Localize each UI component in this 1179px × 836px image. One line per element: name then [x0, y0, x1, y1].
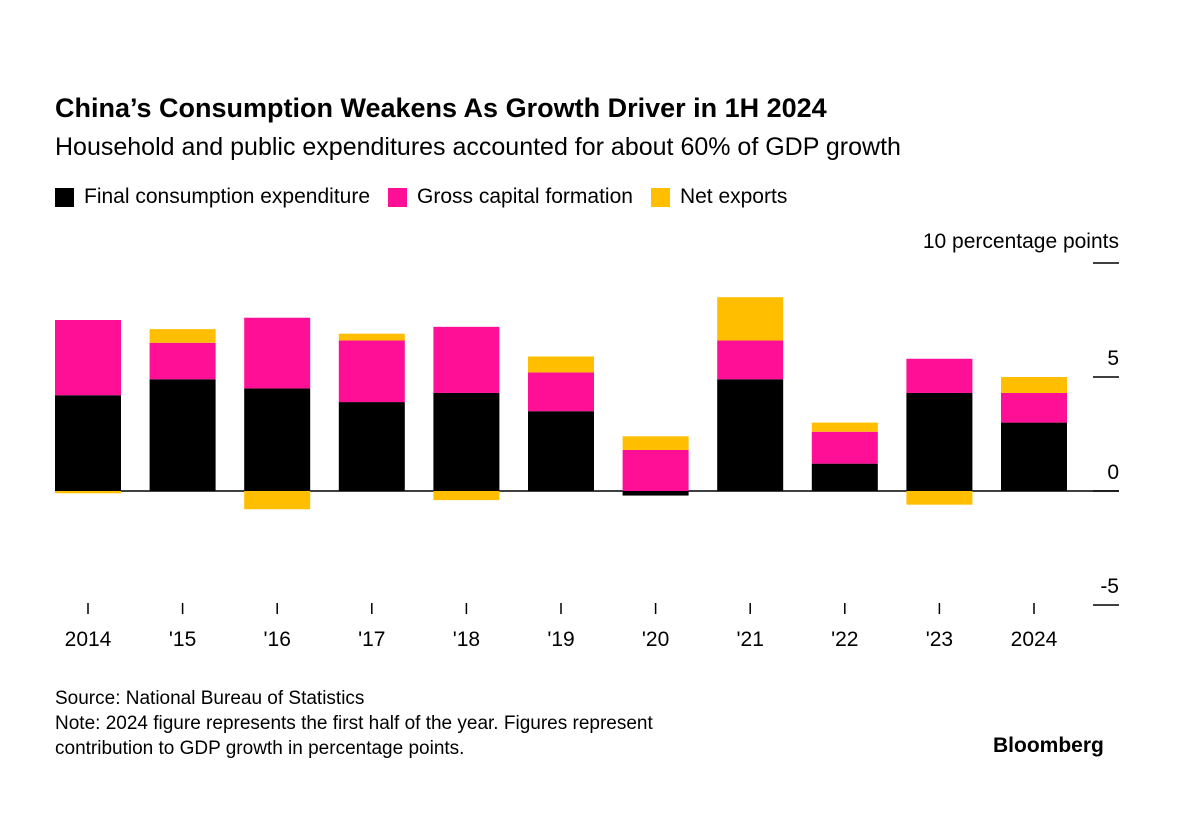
bar-exports	[811, 422, 878, 432]
bar-consumption	[1001, 422, 1067, 491]
bar-consumption	[717, 379, 784, 491]
bar-exports	[622, 436, 689, 450]
bar-exports	[717, 297, 784, 341]
legend-item-capital: Gross capital formation	[388, 185, 633, 209]
x-tick-label: '17	[358, 628, 385, 651]
bar-consumption	[528, 411, 594, 491]
bar-exports	[338, 333, 405, 341]
bar-capital	[149, 342, 216, 380]
x-tick-label: '18	[453, 628, 480, 651]
bar-capital	[1001, 392, 1067, 423]
y-tick-label: -5	[1100, 575, 1119, 598]
bar-consumption	[338, 402, 405, 491]
x-tick-label: '21	[737, 628, 764, 651]
legend-swatch-exports	[650, 187, 670, 207]
x-axis: 2014 '15 '16 '17 '18 '19 '20 '21 '22 '23 2024	[65, 603, 1058, 651]
legend-swatch-consumption	[55, 187, 74, 207]
bar-exports	[244, 491, 311, 510]
x-tick-label: '20	[642, 628, 669, 651]
y-tick-label: 0	[1107, 461, 1119, 484]
legend-swatch-capital	[388, 187, 408, 207]
bar-capital	[811, 431, 878, 464]
x-tick-label: '23	[926, 628, 953, 651]
x-tick-label: 2024	[1011, 628, 1058, 651]
x-tick-label: '22	[831, 628, 858, 651]
x-tick-label: '19	[547, 628, 574, 651]
bar-consumption	[622, 491, 689, 496]
bar-consumption	[906, 392, 973, 491]
bar-exports	[1001, 377, 1067, 393]
source-note: Source: National Bureau of Statistics	[55, 688, 365, 709]
bar-capital	[433, 326, 500, 393]
legend-item-consumption: Final consumption expenditure	[55, 185, 370, 209]
bar-exports	[55, 491, 121, 494]
chart-title: China’s Consumption Weakens As Growth Dr…	[55, 93, 827, 123]
y-axis-unit-label: 10 percentage points	[923, 230, 1119, 253]
bars-group	[55, 297, 1067, 510]
bar-capital	[244, 317, 311, 389]
bar-consumption	[244, 388, 311, 491]
bar-consumption	[811, 463, 878, 491]
bar-consumption	[149, 379, 216, 491]
legend-label-exports: Net exports	[679, 185, 788, 208]
bar-capital	[906, 358, 973, 393]
bar-capital	[55, 320, 121, 396]
footer: Source: National Bureau of Statistics No…	[55, 686, 653, 761]
bloomberg-logo: Bloomberg	[993, 734, 1104, 757]
bar-exports	[906, 491, 973, 505]
bar-capital	[338, 340, 405, 403]
bar-consumption	[55, 395, 121, 491]
x-tick-label: '16	[264, 628, 291, 651]
legend-label-consumption: Final consumption expenditure	[84, 185, 371, 208]
chart-subtitle: Household and public expenditures accoun…	[55, 133, 901, 161]
y-tick-label: 5	[1107, 347, 1119, 370]
bar-capital	[528, 372, 594, 412]
footnote-line-2: contribution to GDP growth in percentage…	[55, 738, 465, 759]
bar-capital	[622, 449, 689, 491]
chart-area: 10 percentage points 5 0 -5 2014 '15 '16 '17 '…	[55, 230, 1119, 651]
legend-label-capital: Gross capital formation	[417, 185, 633, 208]
bar-exports	[528, 356, 594, 373]
bar-exports	[149, 329, 216, 343]
bar-consumption	[433, 392, 500, 491]
footnote-line-1: Note: 2024 figure represents the first h…	[55, 713, 653, 734]
x-tick-label: '15	[169, 628, 196, 651]
bar-capital	[717, 340, 784, 380]
legend-item-exports: Net exports	[650, 185, 788, 209]
bar-exports	[433, 491, 500, 501]
x-tick-label: 2014	[65, 628, 112, 651]
legend: Final consumption expenditure Gross capi…	[55, 185, 805, 209]
